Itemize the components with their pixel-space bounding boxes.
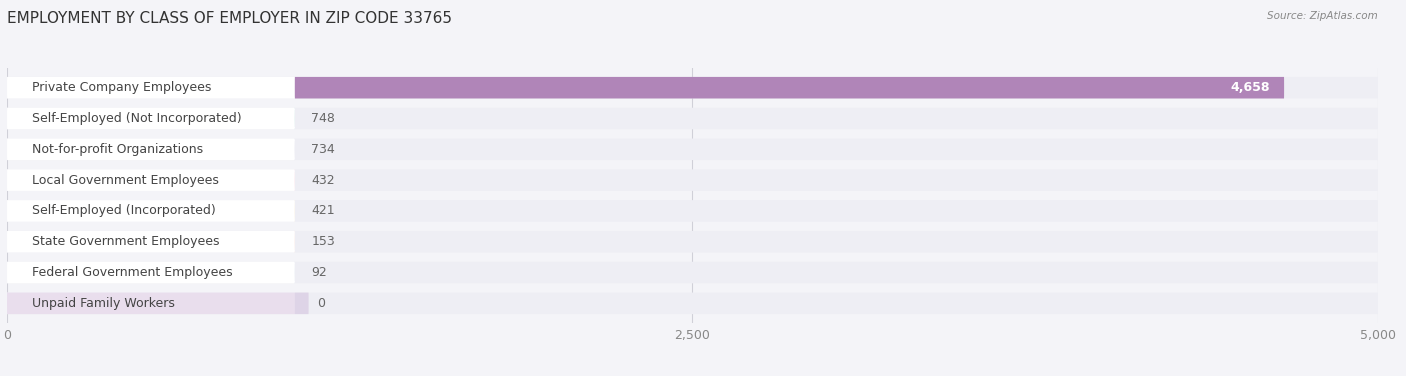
Text: 734: 734 — [311, 143, 335, 156]
Text: 432: 432 — [311, 174, 335, 186]
Text: 0: 0 — [316, 297, 325, 310]
FancyBboxPatch shape — [7, 77, 1378, 99]
FancyBboxPatch shape — [7, 231, 1378, 253]
FancyBboxPatch shape — [7, 231, 295, 253]
Text: Self-Employed (Incorporated): Self-Employed (Incorporated) — [32, 205, 215, 217]
FancyBboxPatch shape — [7, 108, 295, 129]
FancyBboxPatch shape — [7, 293, 1378, 314]
FancyBboxPatch shape — [7, 293, 295, 314]
Text: Not-for-profit Organizations: Not-for-profit Organizations — [32, 143, 202, 156]
FancyBboxPatch shape — [7, 200, 295, 222]
FancyBboxPatch shape — [7, 169, 1378, 191]
Text: Federal Government Employees: Federal Government Employees — [32, 266, 232, 279]
FancyBboxPatch shape — [7, 169, 295, 191]
FancyBboxPatch shape — [7, 138, 295, 160]
Text: EMPLOYMENT BY CLASS OF EMPLOYER IN ZIP CODE 33765: EMPLOYMENT BY CLASS OF EMPLOYER IN ZIP C… — [7, 11, 453, 26]
Text: 153: 153 — [311, 235, 335, 248]
FancyBboxPatch shape — [7, 77, 295, 99]
Text: Unpaid Family Workers: Unpaid Family Workers — [32, 297, 174, 310]
Text: Source: ZipAtlas.com: Source: ZipAtlas.com — [1267, 11, 1378, 21]
FancyBboxPatch shape — [7, 200, 1378, 222]
Text: Local Government Employees: Local Government Employees — [32, 174, 218, 186]
FancyBboxPatch shape — [295, 77, 1284, 99]
FancyBboxPatch shape — [7, 293, 308, 314]
Text: 4,658: 4,658 — [1230, 81, 1271, 94]
Text: Self-Employed (Not Incorporated): Self-Employed (Not Incorporated) — [32, 112, 242, 125]
Text: State Government Employees: State Government Employees — [32, 235, 219, 248]
Text: 421: 421 — [311, 205, 335, 217]
FancyBboxPatch shape — [7, 138, 1378, 160]
Text: Private Company Employees: Private Company Employees — [32, 81, 211, 94]
FancyBboxPatch shape — [7, 262, 295, 283]
Text: 92: 92 — [311, 266, 328, 279]
Text: 748: 748 — [311, 112, 335, 125]
FancyBboxPatch shape — [7, 108, 1378, 129]
FancyBboxPatch shape — [7, 262, 1378, 283]
